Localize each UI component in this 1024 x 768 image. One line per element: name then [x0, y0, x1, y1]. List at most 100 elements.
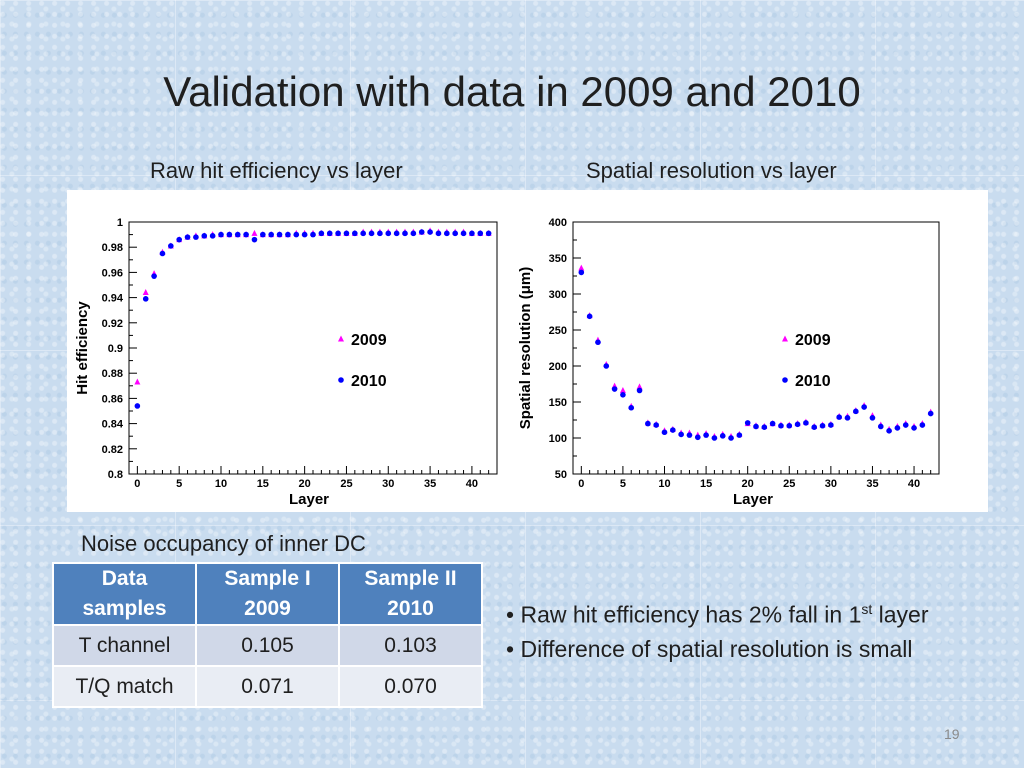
efficiency-point-2010 [201, 233, 208, 239]
resolution-x-tick-label: 10 [658, 478, 670, 490]
efficiency-y-tick-label: 0.92 [102, 318, 123, 330]
efficiency-y-tick-label: 0.9 [108, 343, 123, 355]
resolution-chart: 0 5 10 15 20 25 30 35 40 50 100 150 200 250 300 350 400 L… [517, 217, 940, 508]
table-cell: T/Q match [52, 665, 197, 708]
efficiency-point-2010 [251, 236, 258, 243]
efficiency-point-2010 [318, 230, 325, 237]
efficiency-point-2010 [326, 230, 333, 237]
efficiency-point-2010 [134, 403, 141, 409]
resolution-point-2010 [678, 431, 684, 438]
resolution-point-2010 [670, 427, 676, 433]
efficiency-point-2010 [293, 231, 300, 238]
resolution-point-2010 [877, 423, 884, 430]
resolution-x-tick-label: 5 [620, 478, 626, 490]
resolution-y-tick-label: 350 [549, 253, 567, 265]
efficiency-point-2010 [176, 236, 182, 243]
plot-panel: 0 5 10 15 20 25 30 35 40 0.8 0.82 0.84 0.86 0.88 0.9 0.… [67, 190, 988, 512]
resolution-legend-label-2009: 2009 [795, 332, 831, 349]
efficiency-legend-label-2010: 2010 [351, 373, 387, 390]
efficiency-x-tick-label: 20 [299, 478, 311, 490]
efficiency-y-tick-label: 1 [117, 217, 123, 229]
resolution-x-tick-label: 0 [578, 478, 584, 490]
resolution-x-tick-label: 35 [866, 478, 878, 490]
efficiency-y-axis-label: Hit efficiency [74, 301, 91, 395]
resolution-y-tick-label: 50 [555, 469, 567, 481]
resolution-point-2010 [836, 414, 842, 420]
efficiency-point-2010 [402, 230, 408, 237]
efficiency-chart: 0 5 10 15 20 25 30 35 40 0.8 0.82 0.84 0.86 0.88 0.9 0.… [74, 217, 498, 508]
resolution-point-2010 [869, 415, 876, 421]
resolution-point-2010 [744, 420, 751, 426]
resolution-y-tick-label: 150 [549, 397, 567, 409]
efficiency-y-tick-label: 0.84 [102, 419, 124, 431]
resolution-point-2010 [603, 363, 610, 369]
resolution-x-tick-label: 40 [908, 478, 920, 490]
efficiency-point-2010 [393, 230, 400, 237]
resolution-point-2010 [628, 404, 635, 411]
bullet-marker: • [506, 635, 515, 662]
efficiency-point-2010 [168, 243, 174, 249]
resolution-x-tick-label: 30 [825, 478, 837, 490]
resolution-point-2010 [853, 408, 859, 415]
efficiency-point-2010 [310, 231, 316, 238]
resolution-subtitle: Spatial resolution vs layer [586, 158, 837, 183]
noise-occupancy-table: Data samples Sample I 2009 Sample II 2010 T… [52, 562, 483, 708]
efficiency-point-2010 [218, 231, 224, 238]
resolution-point-2010 [636, 387, 643, 394]
efficiency-point-2010 [226, 231, 233, 238]
resolution-point-2010 [803, 420, 809, 426]
table-cell: 0.070 [338, 665, 483, 708]
efficiency-y-tick-label: 0.88 [102, 368, 123, 380]
efficiency-point-2010 [469, 230, 475, 237]
bullet-item: • Difference of spatial resolution is sm… [506, 635, 913, 662]
table-header-row: Data samples Sample I 2009 Sample II 2010 [52, 562, 483, 626]
resolution-point-2010 [736, 432, 743, 438]
efficiency-x-tick-label: 15 [257, 478, 269, 490]
efficiency-point-2010 [285, 231, 291, 238]
resolution-point-2010 [728, 435, 734, 441]
header-sample-ii: Sample II 2010 [338, 562, 483, 626]
efficiency-y-tick-label: 0.96 [102, 267, 123, 279]
efficiency-legend-marker-2010 [338, 377, 344, 383]
resolution-point-2010 [844, 415, 851, 421]
resolution-point-2010 [778, 422, 784, 429]
resolution-point-2010 [703, 432, 709, 438]
resolution-point-2010 [586, 313, 593, 320]
resolution-point-2010 [620, 392, 626, 398]
efficiency-point-2010 [377, 230, 383, 237]
table-row: T/Q match 0.071 0.070 [52, 665, 483, 708]
efficiency-point-2010 [243, 231, 249, 238]
resolution-point-2010 [894, 425, 901, 431]
resolution-point-2010 [653, 422, 659, 428]
resolution-point-2010 [861, 404, 867, 410]
bullet-marker: • [506, 601, 515, 628]
resolution-point-2010 [886, 428, 892, 434]
efficiency-point-2010 [209, 233, 216, 239]
table-cell: 0.071 [195, 665, 340, 708]
bullet-list: • Raw hit efficiency has 2% fall in 1st … [506, 592, 929, 666]
noise-occupancy-title: Noise occupancy of inner DC [81, 531, 366, 556]
resolution-y-axis-label: Spatial resolution (μm) [517, 267, 534, 430]
efficiency-point-2010 [159, 250, 166, 257]
resolution-point-2010 [753, 423, 759, 430]
resolution-x-tick-label: 20 [742, 478, 754, 490]
efficiency-legend-marker-2009 [338, 335, 344, 342]
efficiency-y-tick-label: 0.94 [102, 293, 124, 305]
table-cell: 0.105 [195, 624, 340, 667]
resolution-legend-marker-2009 [782, 335, 788, 342]
resolution-x-tick-label: 15 [700, 478, 712, 490]
resolution-point-2010 [694, 434, 701, 441]
efficiency-point-2010 [444, 230, 450, 237]
efficiency-y-tick-label: 0.98 [102, 242, 123, 254]
efficiency-x-tick-label: 35 [424, 478, 436, 490]
resolution-point-2009 [636, 383, 643, 390]
resolution-y-tick-label: 250 [549, 325, 567, 337]
resolution-x-tick-label: 25 [783, 478, 795, 490]
resolution-point-2010 [611, 386, 618, 392]
efficiency-point-2010 [151, 273, 157, 279]
efficiency-x-tick-label: 10 [215, 478, 227, 490]
efficiency-point-2010 [301, 231, 308, 238]
resolution-point-2009 [578, 264, 585, 271]
table-row: T channel 0.105 0.103 [52, 624, 483, 667]
efficiency-x-tick-label: 0 [134, 478, 140, 490]
